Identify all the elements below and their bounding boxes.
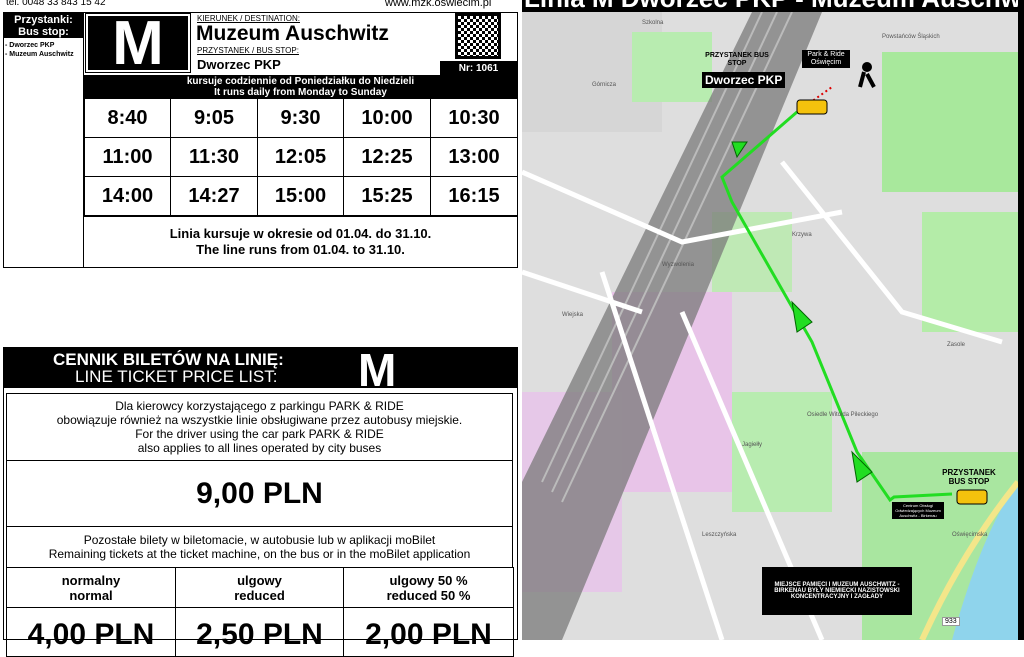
ticket-type-header: ulgowy reduced [175,567,344,608]
departure-time: 10:30 [430,98,518,138]
info-line: Remaining tickets at the ticket machine,… [48,547,471,561]
map-border [1018,0,1024,640]
ticket-type-header: ulgowy 50 % reduced 50 % [343,567,514,608]
info-line: Dla kierowcy korzystającego z parkingu P… [115,399,404,413]
ticket-type-en: reduced 50 % [386,587,471,603]
departure-time: 11:00 [84,137,171,177]
ticket-type-pl: ulgowy [237,572,282,588]
ticket-type-en: reduced [234,587,285,603]
departure-time: 15:00 [257,176,344,216]
info-line: Pozostałe bilety w biletomacie, w autobu… [83,533,436,547]
stops-title: Przystanki: Bus stop: [4,13,83,38]
departure-time: 9:05 [170,98,258,138]
street-label: Zasole [947,342,966,348]
phone: tel. 0048 33 843 15 42 [6,0,106,8]
ticket-type-header: normalny normal [6,567,176,608]
days-en: It runs daily from Monday to Sunday [214,86,387,98]
street-label: Powstańców Śląskich [882,34,940,40]
street-label: Krzywa [792,232,812,238]
website[interactable]: www.mzk.oswiecim.pl [385,0,492,9]
info-line: also applies to all lines operated by ci… [137,441,382,455]
departure-time: 16:15 [430,176,518,216]
divider [83,12,84,268]
visitor-center-label: Centrum Obsługi Odwiedzających Muzeum Au… [892,502,944,519]
end-stop-label: PRZYSTANEK BUS STOP [942,468,996,486]
map-title: Linia M Dworzec PKP - Muzeum Auschwitz [524,0,1024,12]
park-ride-label: Park & Ride Oświęcim [802,50,850,68]
ticket-price: 2,50 PLN [175,607,344,657]
map-title-band: Linia M Dworzec PKP - Muzeum Auschwitz [522,0,1024,12]
stop-label: PRZYSTANEK / BUS STOP: [197,46,299,55]
route-map[interactable]: PRZYSTANEK BUS STOP Dworzec PKP Park & R… [522,12,1018,640]
departure-time: 12:25 [343,137,431,177]
qr-code-icon[interactable] [455,13,501,59]
park-ride-price: 9,00 PLN [6,460,513,527]
info-line: obowiązuje również na wszystkie linie ob… [56,413,463,427]
line-letter: M [85,9,191,78]
days-band: kursuje codziennie od Poniedziałku do Ni… [84,75,517,98]
route-arrow-icon [731,141,873,483]
street-label: Górnicza [592,82,617,88]
price-title-band: CENNIK BILETÓW NA LINIĘ: LINE TICKET PRI… [3,344,518,396]
price-title-en: LINE TICKET PRICE LIST: [75,367,278,386]
price-title-pl: CENNIK BILETÓW NA LINIĘ: [53,350,284,369]
bus-icon [796,99,828,115]
departure-time: 9:30 [257,98,344,138]
destination: Muzeum Auschwitz [196,22,389,45]
departure-time: 13:00 [430,137,518,177]
stops-title-pl: Przystanki: [14,13,73,26]
ticket-price: 2,00 PLN [343,607,514,657]
ticket-type-en: normal [69,587,113,603]
street-label: Szkolna [642,20,664,26]
memorial-label: MIEJSCE PAMIĘCI I MUZEUM AUSCHWITZ - BIR… [762,567,912,615]
park-ride-info: Dla kierowcy korzystającego z parkingu P… [6,393,513,461]
road-number: 933 [942,617,960,626]
period-pl: Linia kursuje w okresie od 01.04. do 31.… [169,225,432,241]
price-line-letter: M [358,344,397,396]
street-label: Leszczyńska [702,532,737,538]
departure-time: 8:40 [84,98,171,138]
departure-time: 15:25 [343,176,431,216]
departure-time: 11:30 [170,137,258,177]
info-line: For the driver using the car park PARK &… [135,427,384,441]
start-stop-heading: PRZYSTANEK BUS STOP [705,52,769,67]
current-stop: Dworzec PKP [197,57,281,72]
stop-number: Nr: 1061 [440,61,517,75]
stops-list: - Dworzec PKP - Muzeum Auschwitz [5,41,74,59]
departure-time: 14:00 [84,176,171,216]
period-en: The line runs from 01.04. to 31.10. [196,241,405,257]
other-tickets-info: Pozostałe bilety w biletomacie, w autobu… [6,526,513,568]
start-stop-label: Dworzec PKP [702,72,786,88]
stop-item: - Dworzec PKP [5,42,55,49]
street-label: Wiejska [562,312,584,318]
days-pl: kursuje codziennie od Poniedziałku do Ni… [186,75,415,87]
departure-time: 14:27 [170,176,258,216]
pedestrian-icon [862,62,872,72]
destination-label: KIERUNEK / DESTINATION: [197,14,300,23]
departure-time: 10:00 [343,98,431,138]
ticket-type-pl: ulgowy 50 % [389,572,468,588]
ticket-price: 4,00 PLN [6,607,176,657]
stops-title-en: Bus stop: [18,25,69,38]
bus-icon [956,489,988,505]
departure-time: 12:05 [257,137,344,177]
street-label: Wyzwolenia [662,262,694,268]
stop-item: - Muzeum Auschwitz [5,51,74,58]
street-label: Jagiełły [742,442,763,448]
street-label: Oświęcimska [952,532,988,538]
ticket-type-pl: normalny [61,572,121,588]
route-line [720,110,953,503]
street-label: Osiedle Witolda Pileckiego [807,412,879,418]
operating-period: Linia kursuje w okresie od 01.04. do 31.… [84,216,517,266]
